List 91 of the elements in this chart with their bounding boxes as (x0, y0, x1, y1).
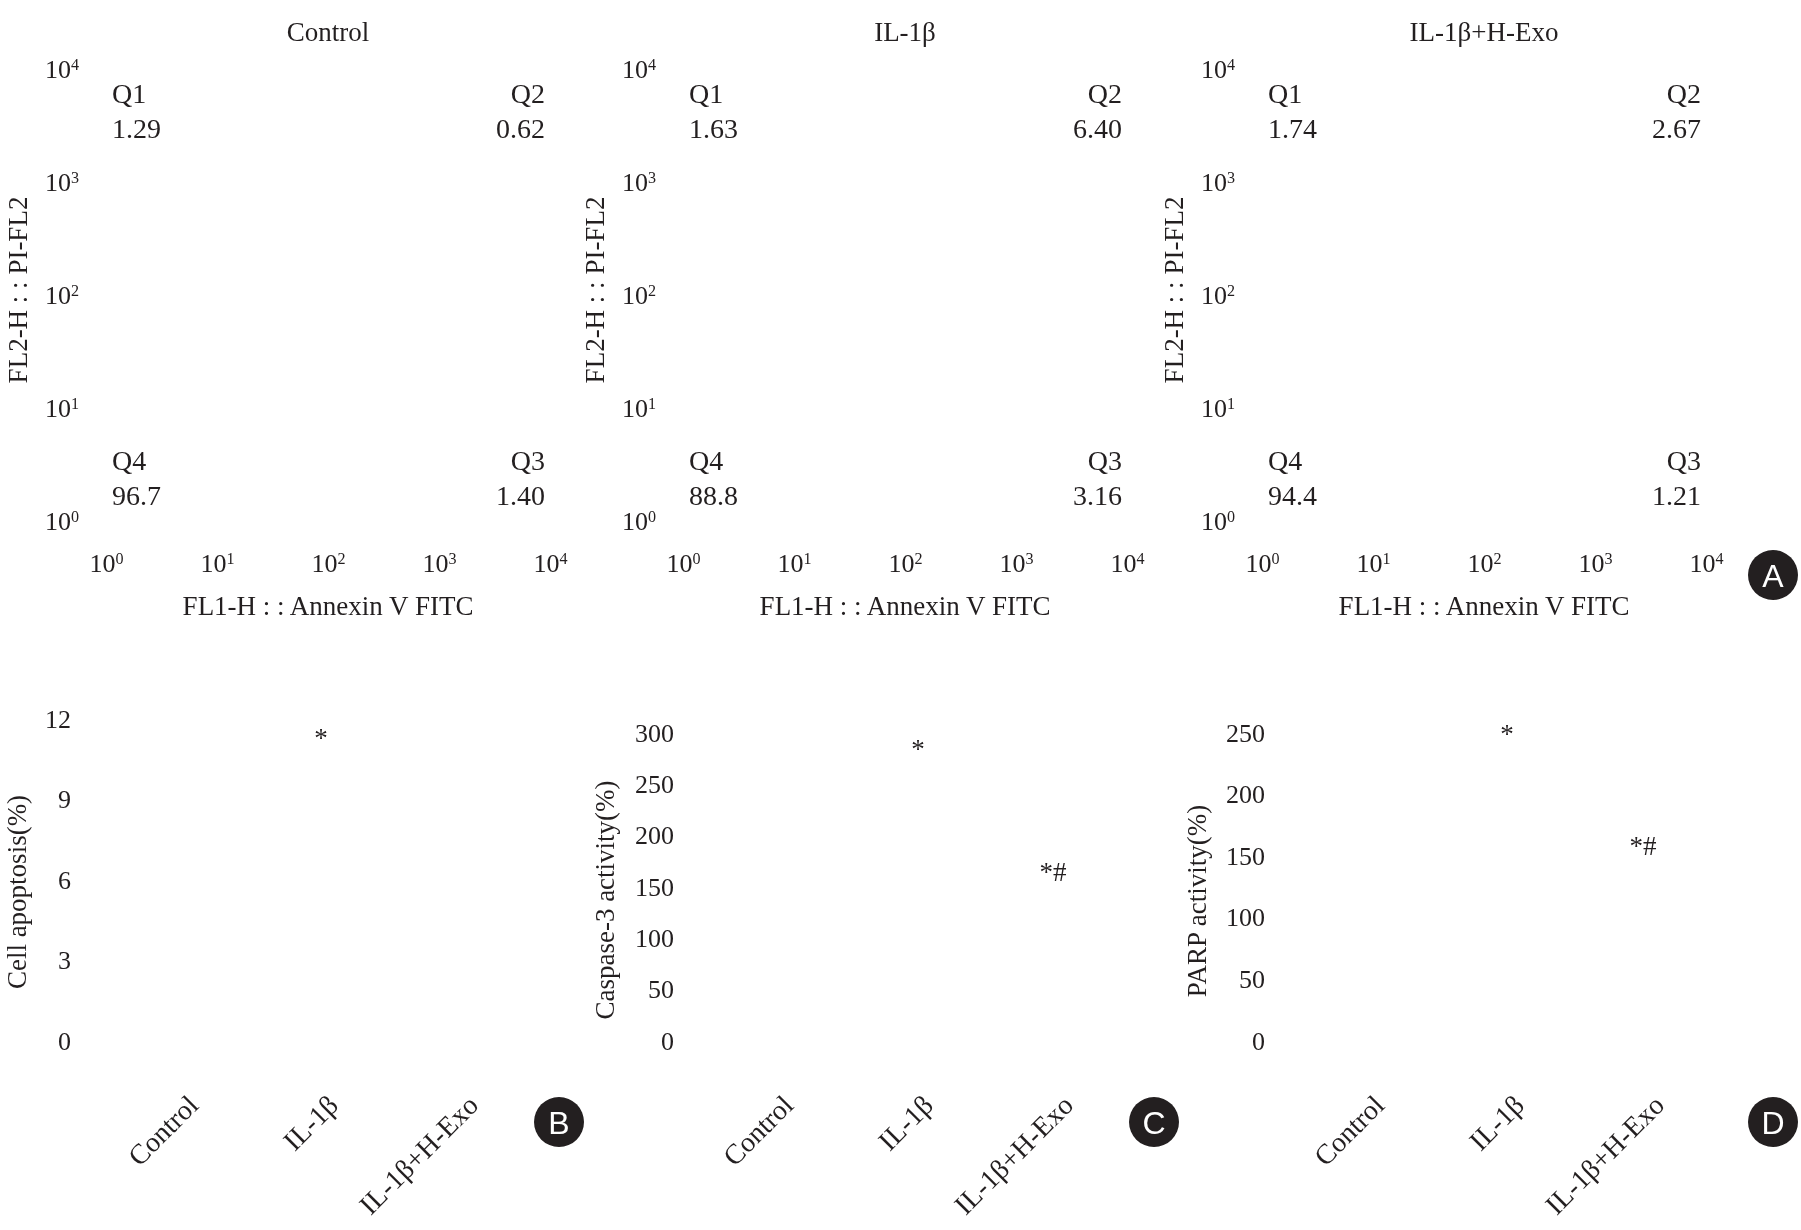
y-tick-label: 12 (45, 704, 71, 734)
y-tick-label: 100 (635, 923, 674, 953)
annotation: 94.4 (1268, 479, 1317, 511)
y-tick-label: 10$^{1}$ (621, 393, 656, 423)
y-tick-label: 0 (661, 1026, 674, 1056)
chart-title: IL-1β (874, 17, 936, 48)
x-tick-label: 10$^{3}$ (999, 549, 1034, 579)
y-tick-label: 200 (1226, 780, 1265, 810)
x-axis-title: FL1-H : : Annexin V FITC (759, 591, 1051, 622)
y-tick-label: 0 (58, 1026, 71, 1056)
x-tick-label: 10$^{2}$ (1467, 549, 1502, 579)
y-tick-label: 100 (1226, 903, 1265, 933)
y-tick-label: 150 (1226, 841, 1265, 871)
y-axis-title: FL2-H : : PI-FL2 (3, 196, 34, 384)
annotation: 1.63 (689, 112, 738, 144)
annotation: Q1 (689, 77, 724, 109)
annotation: Q2 (510, 77, 545, 109)
x-axis-title: FL1-H : : Annexin V FITC (1338, 591, 1630, 622)
y-tick-label: 10$^{2}$ (44, 280, 79, 310)
y-tick-label: 250 (1226, 718, 1265, 748)
x-tick-label: 10$^{4}$ (533, 549, 568, 579)
text: B (548, 1104, 570, 1141)
x-tick-label: 10$^{1}$ (200, 549, 235, 579)
y-tick-label: 150 (635, 872, 674, 902)
y-tick-label: 50 (648, 975, 674, 1005)
annotation: 1.74 (1268, 112, 1317, 144)
y-tick-label: 10$^{4}$ (1200, 54, 1235, 84)
annotation: Q1 (1268, 77, 1303, 109)
y-tick-label: 10$^{4}$ (621, 54, 656, 84)
y-tick-label: 10$^{1}$ (44, 393, 79, 423)
text: D (1761, 1104, 1785, 1141)
y-tick-label: 200 (635, 821, 674, 851)
y-tick-label: 300 (635, 718, 674, 748)
annotation: 3.16 (1073, 479, 1122, 511)
y-tick-label: 10$^{2}$ (621, 280, 656, 310)
y-tick-label: 250 (635, 769, 674, 799)
y-axis-title: PARP activity(%) (1182, 804, 1213, 998)
y-axis-title: Caspase-3 activity(%) (590, 780, 621, 1020)
annotation: 88.8 (689, 479, 738, 511)
x-tick-label: 10$^{0}$ (89, 549, 124, 579)
annotation: 1.40 (496, 479, 545, 511)
x-tick-label: 10$^{1}$ (777, 549, 812, 579)
annotation: * (1500, 719, 1514, 750)
x-tick-label: 10$^{1}$ (1356, 549, 1391, 579)
annotation: 2.67 (1652, 112, 1701, 144)
y-tick-label: 10$^{0}$ (621, 506, 656, 536)
y-tick-label: 10$^{4}$ (44, 54, 79, 84)
annotation: 0.62 (496, 112, 545, 144)
x-tick-label: 10$^{2}$ (888, 549, 923, 579)
y-tick-label: 10$^{3}$ (44, 167, 79, 197)
annotation: * (911, 734, 925, 765)
x-tick-label: 10$^{3}$ (1578, 549, 1613, 579)
x-axis-title: FL1-H : : Annexin V FITC (182, 591, 474, 622)
x-tick-label: 10$^{2}$ (311, 549, 346, 579)
y-tick-label: 10$^{2}$ (1200, 280, 1235, 310)
annotation: Q4 (1268, 444, 1303, 476)
annotation: Q1 (112, 77, 147, 109)
chart-title: IL-1β+H-Exo (1409, 17, 1559, 48)
y-tick-label: 0 (1252, 1026, 1265, 1056)
y-tick-label: 6 (58, 865, 71, 895)
y-tick-label: 9 (58, 785, 71, 815)
y-tick-label: 10$^{3}$ (1200, 167, 1235, 197)
annotation: Q3 (510, 444, 545, 476)
annotation: Q4 (689, 444, 724, 476)
y-axis-title: FL2-H : : PI-FL2 (1159, 196, 1190, 384)
annotation: *# (1039, 857, 1067, 888)
y-tick-label: 10$^{0}$ (1200, 506, 1235, 536)
annotation: *# (1629, 831, 1657, 862)
annotation: 1.29 (112, 112, 161, 144)
annotation: 96.7 (112, 479, 161, 511)
text: A (1762, 557, 1785, 594)
annotation: Q3 (1087, 444, 1122, 476)
y-tick-label: 10$^{0}$ (44, 506, 79, 536)
chart-title: Control (286, 17, 370, 48)
annotation: 6.40 (1073, 112, 1122, 144)
y-tick-label: 10$^{1}$ (1200, 393, 1235, 423)
annotation: * (314, 723, 328, 754)
x-tick-label: 10$^{4}$ (1110, 549, 1145, 579)
annotation: Q2 (1666, 77, 1701, 109)
y-axis-title: Cell apoptosis(%) (2, 794, 33, 990)
text: C (1142, 1104, 1166, 1141)
y-tick-label: 10$^{3}$ (621, 167, 656, 197)
annotation: Q4 (112, 444, 147, 476)
y-axis-title: FL2-H : : PI-FL2 (580, 196, 611, 384)
y-tick-label: 50 (1239, 965, 1265, 994)
annotation: Q3 (1666, 444, 1701, 476)
x-tick-label: 10$^{3}$ (422, 549, 457, 579)
x-tick-label: 10$^{4}$ (1689, 549, 1724, 579)
y-tick-label: 3 (58, 946, 71, 976)
annotation: 1.21 (1652, 479, 1701, 511)
annotation: Q2 (1087, 77, 1122, 109)
